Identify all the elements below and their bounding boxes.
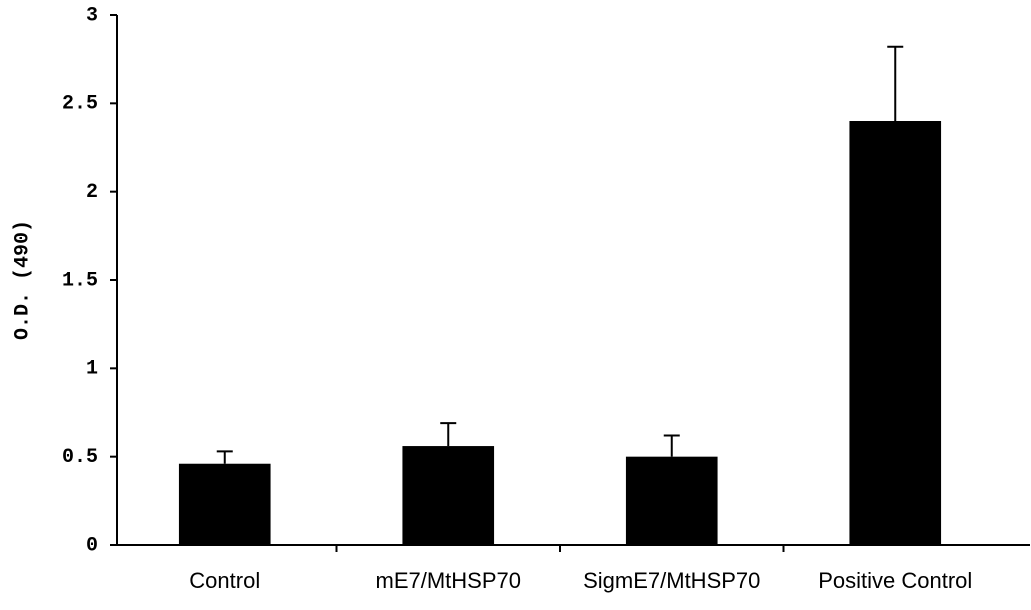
y-tick-label: 2 xyxy=(86,181,98,204)
bar xyxy=(178,463,271,545)
bar xyxy=(402,446,495,545)
x-tick-label: mE7/MtHSP70 xyxy=(376,568,522,593)
y-tick-label: 3 xyxy=(86,4,98,27)
x-tick-label: Positive Control xyxy=(818,568,972,593)
y-axis-label: O.D. (490) xyxy=(11,220,34,340)
y-tick-label: 1 xyxy=(86,358,98,381)
y-tick-label: 0.5 xyxy=(62,446,98,469)
y-tick-label: 1.5 xyxy=(62,269,98,292)
y-tick-label: 2.5 xyxy=(62,93,98,116)
bar xyxy=(625,456,718,545)
x-tick-label: SigmE7/MtHSP70 xyxy=(583,568,760,593)
bar xyxy=(849,121,942,545)
x-tick-label: Control xyxy=(189,568,260,593)
y-tick-label: 0 xyxy=(86,534,98,557)
